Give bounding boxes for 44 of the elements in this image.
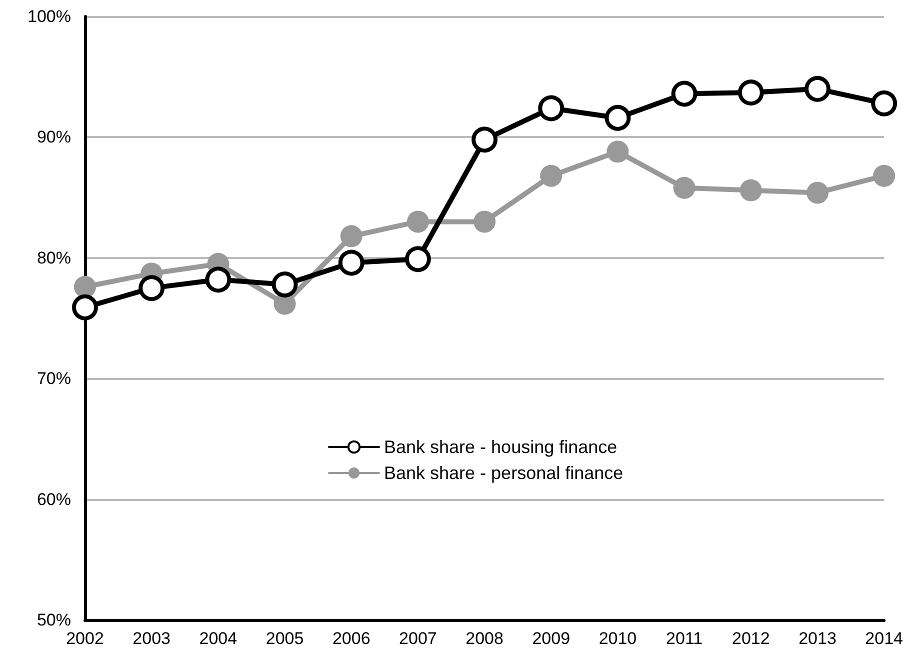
point <box>540 164 562 187</box>
point <box>72 294 98 320</box>
point <box>738 80 764 106</box>
x-tick-label: 2009 <box>532 629 570 648</box>
x-tick-label: 2013 <box>798 629 836 648</box>
point <box>138 275 165 302</box>
point <box>474 210 496 233</box>
point <box>404 246 431 272</box>
point <box>340 225 362 248</box>
legend-label: Bank share - personal finance <box>384 463 624 483</box>
y-tick-label: 60% <box>36 490 71 509</box>
point <box>406 210 429 233</box>
point <box>472 126 498 153</box>
y-tick-label: 50% <box>36 610 71 630</box>
y-tick-label: 90% <box>36 128 71 147</box>
point <box>205 266 232 293</box>
x-tick-label: 2011 <box>666 629 703 648</box>
point <box>873 164 896 187</box>
point <box>604 104 631 131</box>
x-tick-label: 2002 <box>66 629 104 648</box>
point <box>673 176 696 199</box>
point <box>740 179 762 202</box>
x-tick-label: 2014 <box>865 629 904 648</box>
point <box>338 250 364 276</box>
point <box>804 76 830 102</box>
y-tick-label: 100% <box>28 7 71 26</box>
x-tick-label: 2008 <box>466 629 504 648</box>
legend-label: Bank share - housing finance <box>384 437 618 457</box>
point <box>606 140 629 163</box>
y-tick-label: 70% <box>36 369 71 388</box>
x-tick-label: 2012 <box>732 629 770 648</box>
point <box>806 182 828 204</box>
x-tick-label: 2005 <box>266 629 304 648</box>
x-tick-label: 2010 <box>598 629 637 648</box>
x-tick-label: 2007 <box>399 629 437 648</box>
point <box>74 276 96 298</box>
point <box>671 80 698 107</box>
point <box>272 271 298 298</box>
x-tick-label: 2003 <box>132 629 171 648</box>
point <box>538 95 564 122</box>
x-tick-label: 2004 <box>199 629 238 648</box>
point <box>871 90 898 116</box>
y-tick-label: 80% <box>36 248 71 268</box>
x-tick-label: 2006 <box>332 629 370 648</box>
